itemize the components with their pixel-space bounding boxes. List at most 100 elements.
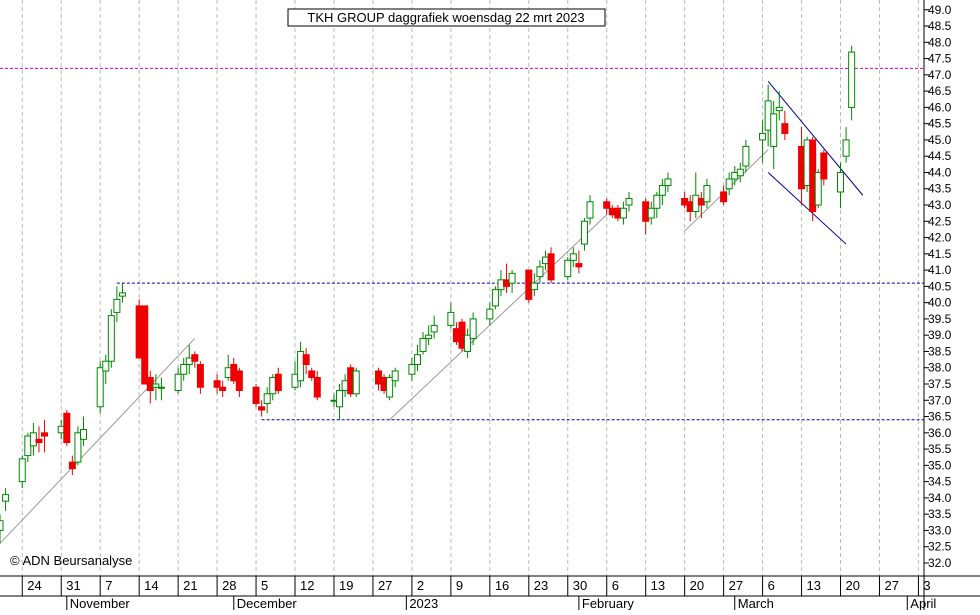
candle-body (530, 282, 538, 291)
candle-body (814, 171, 822, 206)
candle-body (770, 113, 778, 147)
candle (820, 149, 828, 186)
candle-body (386, 376, 394, 398)
x-tick-label: 3 (923, 578, 930, 593)
candle-body (152, 383, 160, 388)
candle (102, 354, 110, 384)
candle (113, 286, 121, 323)
x-tick-label: 28 (222, 578, 236, 593)
y-tick-label: 46.0 (928, 100, 952, 114)
candle-body (235, 370, 243, 392)
candle (575, 250, 583, 274)
trend-line (389, 214, 608, 421)
month-label: April (910, 596, 936, 610)
y-tick-label: 40.5 (928, 279, 952, 293)
trend-line (0, 338, 196, 544)
candle-body (63, 412, 71, 444)
candle (18, 455, 26, 489)
candle-body (213, 380, 221, 388)
x-tick-label: 23 (534, 578, 548, 593)
candle-body (425, 334, 433, 339)
candle (219, 380, 227, 398)
candle (196, 361, 204, 394)
candle-body (781, 123, 789, 134)
candle-body (68, 461, 76, 470)
candle (63, 410, 71, 446)
candle (313, 370, 321, 401)
candle-body (486, 308, 494, 320)
chart-title: TKH GROUP daggrafiek woensdag 22 mrt 202… (307, 10, 584, 25)
y-tick-label: 42.0 (928, 231, 952, 245)
candle-body (96, 367, 104, 408)
candle-body (413, 354, 421, 365)
x-tick-label: 27 (378, 578, 392, 593)
candle (586, 195, 594, 225)
candle (770, 100, 778, 170)
candle-body (336, 390, 344, 408)
candle-body (174, 373, 182, 392)
candle (408, 357, 416, 381)
candle (118, 283, 126, 303)
candle (837, 162, 845, 209)
candle-body (464, 334, 472, 352)
trend-line (767, 81, 864, 196)
y-tick-label: 34.5 (928, 475, 952, 489)
candle (308, 367, 316, 381)
candle (464, 328, 472, 358)
candle (486, 302, 494, 326)
chart-title-box: TKH GROUP daggrafiek woensdag 22 mrt 202… (287, 8, 606, 27)
y-tick-label: 36.0 (928, 426, 952, 440)
candle-body (113, 298, 121, 313)
candle-body (736, 168, 744, 177)
candle-body (18, 458, 26, 483)
candle-body (2, 494, 10, 502)
candle (781, 110, 789, 140)
candle (653, 192, 661, 219)
y-tick-label: 32.0 (928, 556, 952, 570)
y-tick-label: 42.5 (928, 214, 952, 228)
candle-body (775, 106, 783, 112)
candle (274, 367, 282, 394)
candle (68, 455, 76, 476)
candle (814, 169, 822, 209)
candle (848, 45, 856, 121)
candle-body (759, 132, 767, 141)
trend-line (767, 172, 847, 245)
candle-body (258, 406, 266, 411)
trend-line (684, 149, 769, 232)
x-tick-label: 30 (573, 578, 587, 593)
x-tick-label: 27 (729, 578, 743, 593)
candle-body (274, 373, 282, 392)
x-tick-label: 6 (768, 578, 775, 593)
candle-body (720, 191, 728, 203)
candle-body (141, 305, 149, 385)
candle (736, 162, 744, 183)
candle-body (302, 354, 310, 365)
candle (564, 257, 572, 280)
candles-layer (0, 45, 856, 544)
candle (447, 302, 455, 329)
candle-body (297, 350, 305, 382)
x-tick-label: 20 (846, 578, 860, 593)
reference-lines-layer (0, 67, 924, 544)
candle (180, 357, 188, 381)
candle-body (619, 207, 627, 219)
candle (658, 178, 666, 206)
candle-body (308, 370, 316, 378)
candle (0, 514, 4, 544)
y-tick-label: 44.5 (928, 149, 952, 163)
candle-body (102, 360, 110, 372)
candle-body (79, 429, 87, 440)
candle (96, 361, 104, 414)
x-tick-label: 5 (261, 578, 268, 593)
candle-body (408, 363, 416, 375)
candle (107, 309, 115, 368)
month-label: March (738, 596, 774, 610)
x-tick-label: 13 (651, 578, 665, 593)
candle (41, 419, 49, 453)
y-tick-label: 41.5 (928, 247, 952, 261)
candle-body (703, 184, 711, 203)
y-tick-label: 49.0 (928, 3, 952, 17)
